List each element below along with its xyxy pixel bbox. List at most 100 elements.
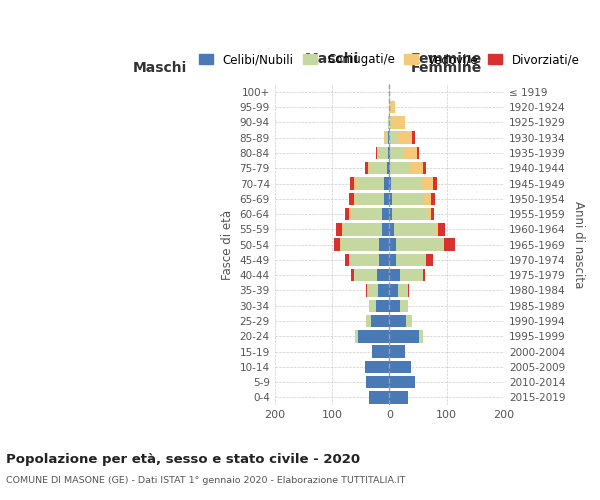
Y-axis label: Fasce di età: Fasce di età: [221, 210, 234, 280]
Bar: [355, 177, 357, 190]
Bar: [367, 315, 371, 328]
Bar: [342, 223, 343, 235]
Bar: [382, 223, 389, 235]
Bar: [389, 132, 397, 144]
Bar: [389, 177, 391, 190]
Bar: [424, 192, 431, 205]
Bar: [418, 146, 419, 159]
Bar: [408, 284, 409, 297]
Bar: [389, 254, 396, 266]
Bar: [355, 192, 383, 205]
Bar: [382, 208, 389, 220]
Bar: [389, 330, 419, 342]
Bar: [421, 177, 433, 190]
Bar: [388, 116, 389, 128]
Bar: [410, 162, 423, 174]
Bar: [406, 315, 412, 328]
Bar: [376, 146, 377, 159]
Bar: [350, 177, 355, 190]
Bar: [342, 238, 379, 251]
Bar: [365, 162, 368, 174]
Text: Maschi: Maschi: [305, 52, 359, 66]
Bar: [384, 177, 389, 190]
Bar: [387, 162, 389, 174]
Bar: [378, 284, 389, 297]
Bar: [388, 146, 389, 159]
Bar: [391, 101, 395, 114]
Bar: [340, 238, 342, 251]
Bar: [379, 254, 389, 266]
Bar: [354, 269, 377, 281]
Text: Femmine: Femmine: [411, 60, 482, 74]
Bar: [391, 146, 403, 159]
Bar: [349, 192, 354, 205]
Bar: [412, 132, 415, 144]
Bar: [357, 177, 384, 190]
Legend: Celibi/Nubili, Coniugati/e, Vedovi/e, Divorziati/e: Celibi/Nubili, Coniugati/e, Vedovi/e, Di…: [194, 48, 584, 71]
Bar: [367, 376, 389, 388]
Text: Popolazione per età, sesso e stato civile - 2020: Popolazione per età, sesso e stato civil…: [6, 452, 360, 466]
Bar: [391, 162, 410, 174]
Text: Maschi: Maschi: [133, 60, 187, 74]
Bar: [389, 192, 392, 205]
Bar: [354, 192, 355, 205]
Bar: [367, 284, 378, 297]
Bar: [389, 86, 391, 98]
Text: COMUNE DI MASONE (GE) - Dati ISTAT 1° gennaio 2020 - Elaborazione TUTTITALIA.IT: COMUNE DI MASONE (GE) - Dati ISTAT 1° ge…: [6, 476, 406, 485]
Bar: [372, 346, 389, 358]
Bar: [445, 238, 455, 251]
Bar: [419, 330, 422, 342]
Bar: [349, 208, 351, 220]
Bar: [426, 254, 433, 266]
Bar: [383, 132, 385, 144]
Bar: [389, 116, 392, 128]
Bar: [389, 162, 391, 174]
Bar: [389, 346, 406, 358]
Bar: [370, 162, 387, 174]
Bar: [376, 300, 389, 312]
Bar: [383, 192, 389, 205]
Bar: [379, 146, 388, 159]
Bar: [389, 376, 415, 388]
Bar: [389, 223, 394, 235]
Bar: [389, 391, 407, 404]
Bar: [385, 132, 388, 144]
Bar: [400, 269, 422, 281]
Bar: [369, 300, 376, 312]
Bar: [422, 269, 425, 281]
Bar: [389, 101, 391, 114]
Bar: [438, 223, 445, 235]
Bar: [349, 254, 379, 266]
Bar: [431, 192, 435, 205]
Bar: [394, 223, 435, 235]
Y-axis label: Anni di nascita: Anni di nascita: [572, 201, 585, 288]
Bar: [431, 208, 434, 220]
Bar: [396, 254, 426, 266]
Bar: [336, 223, 342, 235]
Bar: [443, 238, 445, 251]
Bar: [389, 300, 400, 312]
Bar: [344, 208, 349, 220]
Bar: [358, 330, 389, 342]
Bar: [392, 116, 405, 128]
Bar: [344, 254, 349, 266]
Bar: [351, 208, 382, 220]
Bar: [391, 177, 421, 190]
Bar: [427, 208, 431, 220]
Bar: [423, 162, 426, 174]
Bar: [392, 208, 427, 220]
Text: Femmine: Femmine: [411, 52, 482, 66]
Bar: [377, 269, 389, 281]
Bar: [377, 146, 379, 159]
Bar: [389, 360, 411, 373]
Bar: [388, 132, 389, 144]
Bar: [368, 162, 370, 174]
Bar: [389, 284, 398, 297]
Bar: [389, 208, 392, 220]
Bar: [398, 284, 408, 297]
Bar: [397, 132, 412, 144]
Bar: [379, 238, 389, 251]
Bar: [400, 300, 408, 312]
Bar: [365, 360, 389, 373]
Bar: [389, 146, 391, 159]
